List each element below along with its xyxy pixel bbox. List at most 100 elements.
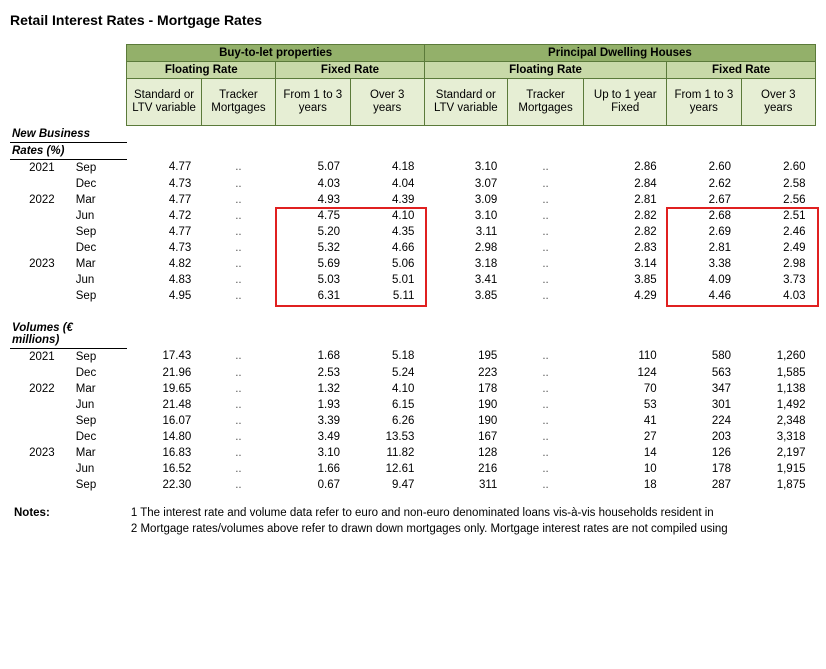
data-cell: 110 (584, 348, 667, 365)
month-cell: Sep (74, 159, 127, 176)
month-cell: Mar (74, 381, 127, 397)
data-cell: 2.83 (584, 240, 667, 256)
month-cell: Sep (74, 348, 127, 365)
year-cell: 2023 (10, 256, 74, 272)
column-header: Standard or LTV variable (424, 79, 507, 126)
table-container: Buy-to-let properties Principal Dwelling… (10, 44, 816, 537)
year-cell (10, 272, 74, 288)
data-cell: 2.81 (667, 240, 741, 256)
mortgage-rates-table: Buy-to-let properties Principal Dwelling… (10, 44, 816, 537)
data-cell: 3.11 (424, 224, 507, 240)
year-cell (10, 208, 74, 224)
data-cell: 128 (424, 445, 507, 461)
data-cell: 5.07 (276, 159, 350, 176)
data-cell: 2.98 (741, 256, 815, 272)
column-header: Over 3 years (741, 79, 815, 126)
data-cell: .. (507, 192, 584, 208)
data-cell: 3.41 (424, 272, 507, 288)
column-header: Up to 1 year Fixed (584, 79, 667, 126)
column-header: Tracker Mortgages (507, 79, 584, 126)
data-cell: .. (201, 192, 275, 208)
data-cell: .. (201, 461, 275, 477)
year-cell (10, 365, 74, 381)
data-cell: 1.66 (276, 461, 350, 477)
data-cell: .. (507, 445, 584, 461)
data-cell: 224 (667, 413, 741, 429)
data-cell: 5.11 (350, 288, 424, 304)
month-cell: Sep (74, 477, 127, 493)
section-rates: Rates (%) (10, 142, 127, 159)
data-cell: .. (507, 429, 584, 445)
data-cell: .. (507, 240, 584, 256)
data-cell: 2.81 (584, 192, 667, 208)
year-cell (10, 224, 74, 240)
data-cell: .. (201, 348, 275, 365)
data-cell: 21.96 (127, 365, 201, 381)
data-cell: 1.68 (276, 348, 350, 365)
data-cell: 203 (667, 429, 741, 445)
data-cell: 5.69 (276, 256, 350, 272)
data-cell: 4.18 (350, 159, 424, 176)
data-cell: 4.09 (667, 272, 741, 288)
year-cell (10, 477, 74, 493)
data-cell: 4.93 (276, 192, 350, 208)
data-cell: 580 (667, 348, 741, 365)
data-cell: 178 (667, 461, 741, 477)
header-pdh-fixed: Fixed Rate (667, 62, 816, 79)
data-cell: 6.26 (350, 413, 424, 429)
data-cell: .. (201, 208, 275, 224)
data-cell: 5.01 (350, 272, 424, 288)
month-cell: Dec (74, 365, 127, 381)
data-cell: 4.46 (667, 288, 741, 304)
data-cell: 311 (424, 477, 507, 493)
data-cell: 19.65 (127, 381, 201, 397)
data-cell: 5.06 (350, 256, 424, 272)
data-cell: 5.32 (276, 240, 350, 256)
data-cell: 563 (667, 365, 741, 381)
data-cell: 41 (584, 413, 667, 429)
month-cell: Jun (74, 208, 127, 224)
data-cell: 27 (584, 429, 667, 445)
header-group-btl: Buy-to-let properties (127, 45, 425, 62)
data-cell: 1,260 (741, 348, 815, 365)
header-pdh-floating: Floating Rate (424, 62, 666, 79)
data-cell: 4.10 (350, 381, 424, 397)
month-cell: Sep (74, 224, 127, 240)
data-cell: 4.83 (127, 272, 201, 288)
month-cell: Dec (74, 429, 127, 445)
data-cell: 3.39 (276, 413, 350, 429)
data-cell: 6.31 (276, 288, 350, 304)
data-cell: .. (201, 288, 275, 304)
data-cell: 2.60 (667, 159, 741, 176)
data-cell: 4.77 (127, 192, 201, 208)
data-cell: 3.85 (584, 272, 667, 288)
data-cell: 53 (584, 397, 667, 413)
data-cell: 10 (584, 461, 667, 477)
data-cell: 0.67 (276, 477, 350, 493)
data-cell: 195 (424, 348, 507, 365)
data-cell: 3.10 (424, 159, 507, 176)
data-cell: 2.51 (741, 208, 815, 224)
data-cell: 1.93 (276, 397, 350, 413)
data-cell: 4.75 (276, 208, 350, 224)
header-btl-fixed: Fixed Rate (276, 62, 425, 79)
data-cell: 5.24 (350, 365, 424, 381)
data-cell: 190 (424, 397, 507, 413)
data-cell: .. (201, 272, 275, 288)
data-cell: 3.73 (741, 272, 815, 288)
data-cell: 6.15 (350, 397, 424, 413)
data-cell: 4.82 (127, 256, 201, 272)
data-cell: 1.32 (276, 381, 350, 397)
data-cell: .. (201, 381, 275, 397)
data-cell: .. (507, 176, 584, 192)
year-cell: 2021 (10, 348, 74, 365)
month-cell: Mar (74, 192, 127, 208)
data-cell: .. (507, 348, 584, 365)
data-cell: .. (507, 413, 584, 429)
data-cell: 12.61 (350, 461, 424, 477)
data-cell: 9.47 (350, 477, 424, 493)
section-new-business: New Business (10, 126, 127, 143)
data-cell: 22.30 (127, 477, 201, 493)
month-cell: Mar (74, 256, 127, 272)
year-cell (10, 413, 74, 429)
